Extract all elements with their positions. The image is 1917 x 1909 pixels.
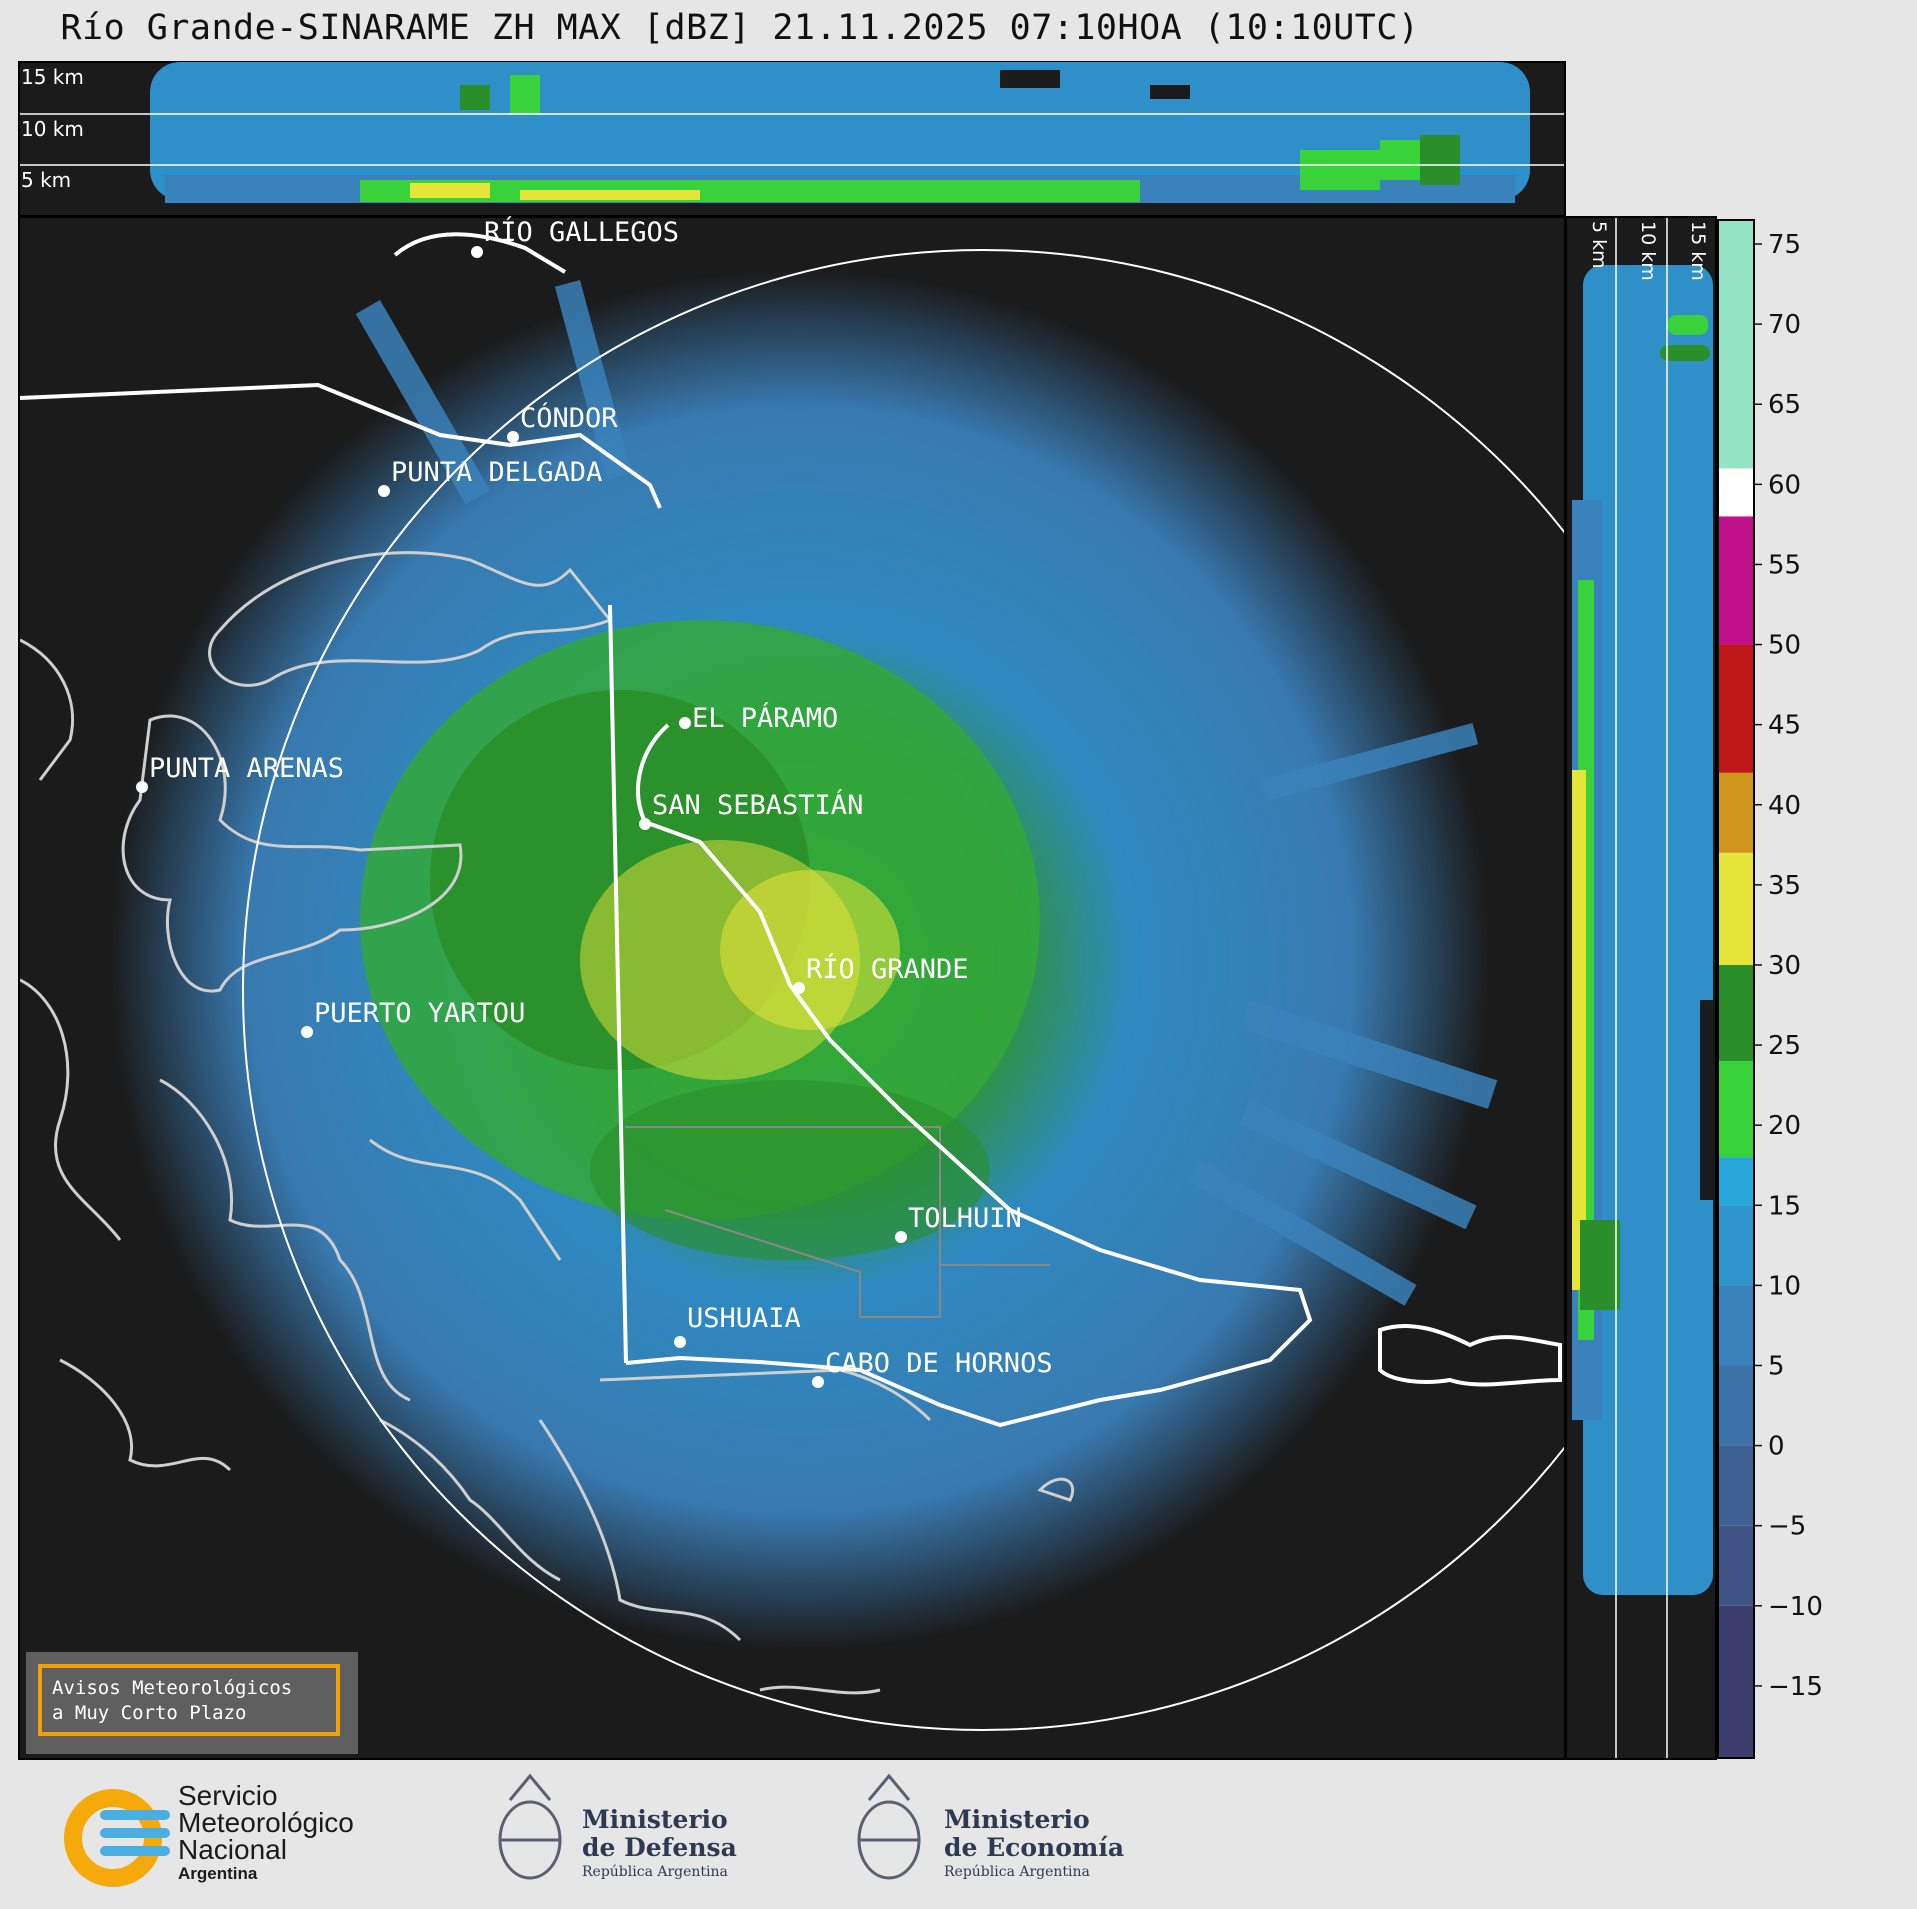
place-label-ushuaia: USHUAIA	[687, 1303, 801, 1334]
smn-line-3: Nacional	[178, 1834, 287, 1865]
place-label-el-paramo: EL PÁRAMO	[692, 702, 838, 734]
colorbar-tick-label: 0	[1768, 1432, 1785, 1462]
defensa-line-2: de Defensa	[582, 1833, 737, 1862]
warning-line-2: a Muy Corto Plazo	[52, 1702, 247, 1724]
marker-cabo-de-hornos	[812, 1376, 824, 1388]
marker-ushuaia	[674, 1336, 686, 1348]
colorbar-band-3	[1718, 1365, 1754, 1446]
marker-puerto-yartou	[301, 1026, 313, 1038]
side-height-label-15: 15 km	[1687, 221, 1709, 281]
colorbar-band-11	[1718, 644, 1754, 773]
colorbar-tick-label: 15	[1768, 1191, 1801, 1221]
radar-map[interactable]: RÍO GALLEGOS CÓNDOR PUNTA DELGADA EL PÁR…	[18, 216, 1723, 1760]
colorbar-tick-label: 20	[1768, 1111, 1801, 1141]
coat-of-arms-economia	[857, 1773, 921, 1880]
place-label-punta-delgada: PUNTA DELGADA	[391, 457, 602, 488]
smn-logo	[64, 1789, 170, 1887]
place-label-condor: CÓNDOR	[520, 402, 618, 434]
colorbar-tick-label: 55	[1768, 550, 1801, 580]
place-label-san-sebastian: SAN SEBASTIÁN	[652, 789, 863, 821]
side-cross-section: 5 km 10 km 15 km	[1565, 216, 1717, 1760]
colorbar-tick-label: 60	[1768, 470, 1801, 500]
economia-line-1: Ministerio	[944, 1805, 1090, 1834]
smn-line-2: Meteorológico	[178, 1807, 354, 1838]
smn-country: Argentina	[178, 1864, 258, 1883]
colorbar-band-9	[1718, 852, 1754, 965]
marker-rio-grande	[793, 982, 805, 994]
colorbar-tick-label: 30	[1768, 951, 1801, 981]
colorbar-tick-label: −5	[1768, 1512, 1806, 1542]
economia-line-3: República Argentina	[944, 1864, 1090, 1880]
smn-wordmark: Servicio Meteorológico Nacional Argentin…	[178, 1782, 354, 1885]
colorbar-band-10	[1718, 772, 1754, 853]
colorbar-tick-label: 40	[1768, 791, 1801, 821]
marker-el-paramo	[679, 717, 691, 729]
colorbar-tick-label: 45	[1768, 711, 1801, 741]
marker-punta-arenas	[136, 781, 148, 793]
economia-line-2: de Economía	[944, 1833, 1125, 1862]
ministerio-defensa-wordmark: Ministerio de Defensa República Argentin…	[582, 1806, 737, 1882]
coat-of-arms-defensa	[498, 1773, 562, 1880]
marker-san-sebastian	[639, 818, 651, 830]
marker-punta-delgada	[378, 485, 390, 497]
colorbar-tick-label: 70	[1768, 310, 1801, 340]
colorbar-tick-label: −10	[1768, 1592, 1823, 1622]
colorbar-tick-label: 10	[1768, 1271, 1801, 1301]
colorbar-band-4	[1718, 1285, 1754, 1366]
colorbar-band-5	[1718, 1205, 1754, 1286]
colorbar-frame	[1717, 219, 1755, 1759]
place-label-punta-arenas: PUNTA ARENAS	[149, 753, 344, 784]
place-label-rio-grande: RÍO GRANDE	[806, 953, 969, 985]
place-markers	[136, 246, 907, 1388]
colorbar-band-14	[1718, 220, 1754, 469]
place-label-cabo-de-hornos: CABO DE HORNOS	[825, 1348, 1053, 1379]
colorbar-tick-label: 35	[1768, 871, 1801, 901]
top-height-label-15: 15 km	[21, 65, 84, 89]
place-label-puerto-yartou: PUERTO YARTOU	[314, 998, 525, 1029]
colorbar-band-8	[1718, 964, 1754, 1062]
colorbar-band-0	[1718, 1605, 1754, 1758]
colorbar-band-12	[1718, 516, 1754, 645]
side-height-label-5: 5 km	[1588, 221, 1610, 269]
defensa-line-1: Ministerio	[582, 1805, 728, 1834]
top-cross-section: 15 km 10 km 5 km	[18, 61, 1566, 217]
side-height-label-10: 10 km	[1637, 221, 1659, 281]
colorbar-band-7	[1718, 1061, 1754, 1158]
place-label-rio-gallegos: RÍO GALLEGOS	[484, 216, 679, 248]
colorbar-tick-label: 5	[1768, 1351, 1785, 1381]
colorbar-tick-label: 75	[1768, 230, 1801, 260]
warning-box-frame: Avisos Meteorológicos a Muy Corto Plazo	[38, 1664, 340, 1736]
marker-rio-gallegos	[471, 246, 483, 258]
colorbar-tick-label: −15	[1768, 1672, 1823, 1702]
map-title: Río Grande-SINARAME ZH MAX [dBZ] 21.11.2…	[60, 8, 1420, 48]
colorbar-tick-label: 50	[1768, 631, 1801, 661]
place-label-tolhuin: TOLHUIN	[908, 1203, 1022, 1234]
colorbar-band-13	[1718, 468, 1754, 517]
colorbar-band-1	[1718, 1525, 1754, 1606]
top-height-label-5: 5 km	[21, 168, 71, 192]
warning-box: Avisos Meteorológicos a Muy Corto Plazo	[26, 1652, 358, 1754]
marker-tolhuin	[895, 1231, 907, 1243]
colorbar-band-2	[1718, 1445, 1754, 1526]
colorbar-band-6	[1718, 1157, 1754, 1206]
ministerio-economia-wordmark: Ministerio de Economía República Argenti…	[944, 1806, 1124, 1882]
smn-line-1: Servicio	[178, 1780, 278, 1811]
marker-condor	[507, 431, 519, 443]
top-height-label-10: 10 km	[21, 117, 84, 141]
colorbar-tick-label: 65	[1768, 390, 1801, 420]
colorbar-tick-label: 25	[1768, 1031, 1801, 1061]
defensa-line-3: República Argentina	[582, 1864, 728, 1880]
warning-line-1: Avisos Meteorológicos	[52, 1677, 293, 1699]
